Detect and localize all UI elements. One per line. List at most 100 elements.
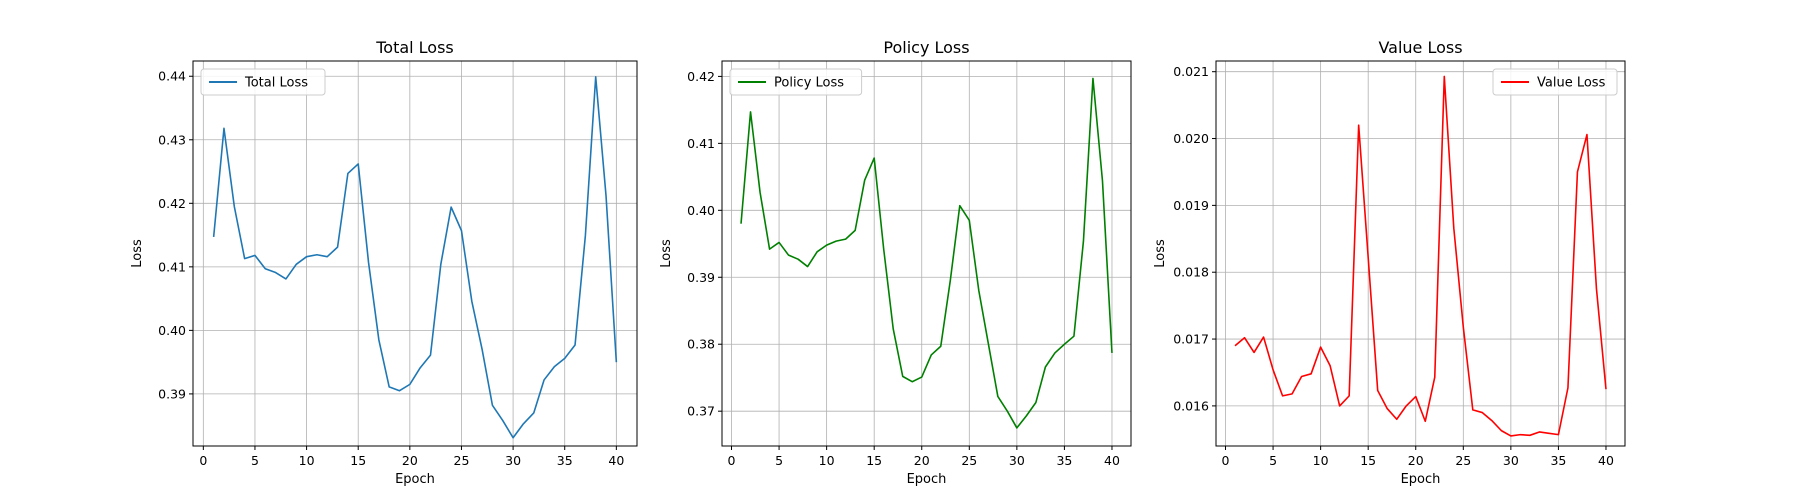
- data-point: [388, 386, 390, 388]
- value-loss-line: [1234, 75, 1607, 437]
- data-point: [1357, 124, 1359, 126]
- data-point: [854, 229, 856, 231]
- x-tick-label: 10: [819, 453, 835, 468]
- data-point: [1319, 346, 1321, 348]
- data-point: [1243, 337, 1245, 339]
- data-point: [902, 375, 904, 377]
- data-point: [481, 348, 483, 350]
- data-point: [787, 254, 789, 256]
- data-point: [594, 76, 596, 78]
- data-point: [1348, 395, 1350, 397]
- data-point: [264, 268, 266, 270]
- data-point: [440, 263, 442, 265]
- data-point: [1595, 288, 1597, 290]
- y-axis-label: Loss: [130, 239, 145, 268]
- x-tick-label: 0: [199, 453, 207, 468]
- data-point: [1054, 352, 1056, 354]
- axes-frame: [192, 60, 638, 447]
- data-point: [873, 157, 875, 159]
- data-point: [1557, 433, 1559, 435]
- x-tick-label: 25: [1455, 453, 1471, 468]
- data-point: [949, 279, 951, 281]
- data-point: [1035, 401, 1037, 403]
- data-point: [806, 265, 808, 267]
- data-point: [233, 205, 235, 207]
- data-point: [491, 404, 493, 406]
- x-tick-label: 30: [505, 453, 521, 468]
- y-tick-label: 0.39: [687, 270, 715, 285]
- data-point: [553, 365, 555, 367]
- data-point: [1111, 352, 1113, 354]
- data-point: [326, 255, 328, 257]
- data-point: [940, 345, 942, 347]
- data-point: [1462, 326, 1464, 328]
- y-tick-label: 0.020: [1173, 131, 1209, 146]
- policy-loss-chart: 0 5 10 15 20 25 30 35 40 0.37 0.38 0.39 0.40 0.41 0.42…: [659, 38, 1132, 487]
- data-point: [921, 376, 923, 378]
- data-point: [882, 248, 884, 250]
- data-point: [378, 339, 380, 341]
- data-point: [243, 257, 245, 259]
- data-point: [1453, 227, 1455, 229]
- x-tick-label: 15: [866, 453, 882, 468]
- x-tick-label: 30: [1009, 453, 1025, 468]
- data-point: [502, 419, 504, 421]
- data-point: [1519, 433, 1521, 435]
- legend: Value Loss: [1492, 68, 1618, 96]
- data-point: [797, 258, 799, 260]
- x-tick-label: 40: [608, 453, 624, 468]
- data-point: [930, 354, 932, 356]
- total-loss-chart: 0 5 10 15 20 25 30 35 40 0.39 0.40 0.41 0.42 0.43 0.44…: [130, 38, 638, 487]
- data-point: [1443, 75, 1445, 77]
- data-point: [1396, 418, 1398, 420]
- data-point: [274, 271, 276, 273]
- x-tick-label: 5: [251, 453, 259, 468]
- data-point: [1367, 256, 1369, 258]
- data-point: [357, 163, 359, 165]
- total-loss-line: [212, 76, 618, 439]
- x-tick-label: 20: [402, 453, 418, 468]
- data-point: [564, 357, 566, 359]
- x-tick-label: 0: [728, 453, 736, 468]
- y-tick-label: 0.40: [158, 323, 186, 338]
- data-point: [1386, 407, 1388, 409]
- data-point: [1567, 387, 1569, 389]
- data-point: [959, 204, 961, 206]
- data-point: [450, 206, 452, 208]
- y-tick-label: 0.016: [1173, 398, 1209, 413]
- data-point: [1092, 77, 1094, 79]
- data-point: [825, 244, 827, 246]
- data-point: [1481, 411, 1483, 413]
- data-point: [1063, 343, 1065, 345]
- x-tick-label: 20: [914, 453, 930, 468]
- data-point: [1329, 365, 1331, 367]
- data-point: [1101, 180, 1103, 182]
- y-tick-label: 0.42: [158, 196, 186, 211]
- x-tick-label: 40: [1598, 453, 1614, 468]
- y-tick-label: 0.38: [687, 337, 715, 352]
- data-point: [768, 248, 770, 250]
- legend-box: [729, 68, 863, 96]
- data-point: [1006, 410, 1008, 412]
- data-point: [844, 238, 846, 240]
- axes-frame: [721, 60, 1132, 447]
- policy-loss-line: [740, 77, 1113, 429]
- x-tick-label: 25: [961, 453, 977, 468]
- data-point: [1538, 431, 1540, 433]
- x-tick-label: 5: [775, 453, 783, 468]
- x-tick-label: 15: [1360, 453, 1376, 468]
- data-point: [1310, 373, 1312, 375]
- data-point: [1073, 335, 1075, 337]
- data-point: [1576, 171, 1578, 173]
- data-point: [285, 278, 287, 280]
- y-tick-label: 0.42: [687, 69, 715, 84]
- data-point: [522, 423, 524, 425]
- data-point: [533, 412, 535, 414]
- legend-label: Value Loss: [1537, 76, 1606, 91]
- chart-title: Total Loss: [375, 38, 454, 57]
- y-tick-label: 0.37: [687, 404, 715, 419]
- y-tick-label: 0.44: [158, 69, 186, 84]
- data-point: [911, 381, 913, 383]
- data-point: [778, 241, 780, 243]
